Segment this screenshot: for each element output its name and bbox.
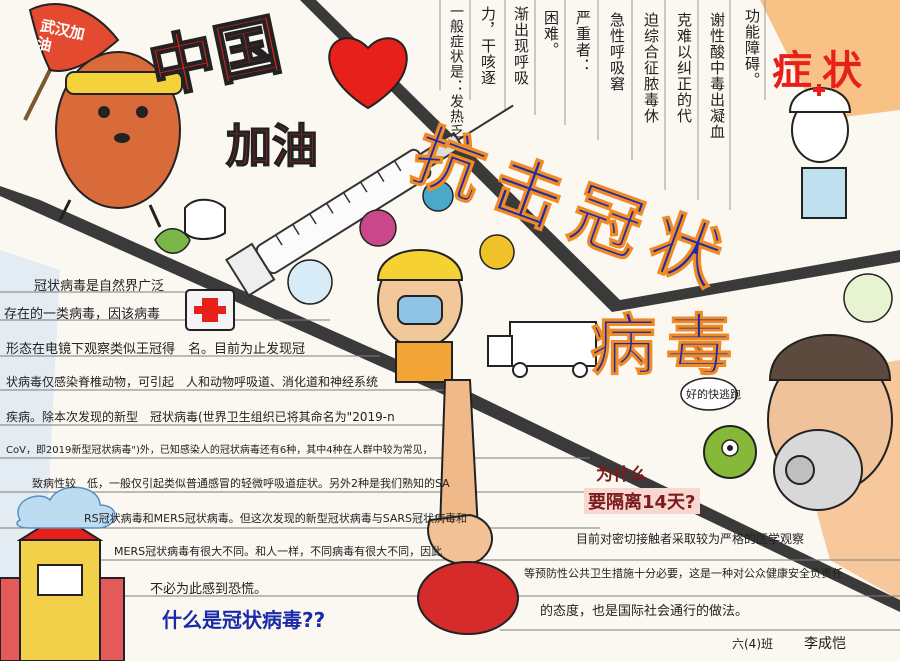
symptom-column: 渐出现呼吸 [512, 6, 530, 86]
paragraph-line: 致病性较 低，一般仅引起类似普通感冒的轻微呼吸道症状。另外2种是我们熟知的SA [32, 477, 450, 490]
speech-bubble-text: 好的快逃跑 [686, 388, 741, 401]
symptom-column: 急性呼吸窘 [608, 12, 626, 92]
answer-line: 目前对密切接触者采取较为严格的医学观察 [576, 532, 805, 546]
signature-class: 六(4)班 [732, 637, 773, 651]
paragraph-line: 形态在电镜下观察类似王冠得 名。目前为止发现冠 [6, 342, 306, 357]
paragraph-line: RS冠状病毒和MERS冠状病毒。但这次发现的新型冠状病毒与SARS冠状病毒和 [84, 512, 468, 525]
slogan-jiayou: 加油 [225, 118, 319, 174]
symptom-column: 困难。 [542, 10, 560, 58]
symptom-column: 严重者： [574, 10, 592, 74]
symptom-column: 一般症状是：发热乏 [448, 4, 464, 139]
main-title-line2: 病毒 [590, 306, 742, 385]
symptom-column: 谢性酸中毒出凝血 [708, 12, 726, 140]
paragraph-line: CoV，即2019新型冠状病毒")外，已知感染人的冠状病毒还有6种，其中4种在人… [6, 445, 433, 456]
paragraph-line: 不必为此感到恐慌。 [150, 582, 268, 597]
answer-line: 的态度，也是国际社会通行的做法。 [540, 604, 749, 619]
symptom-column: 功能障碍。 [743, 8, 761, 88]
question-why-line2: 要隔离14天? [584, 488, 700, 514]
answer-line: 等预防性公共卫生措施十分必要，这是一种对公众健康安全负责任 [524, 567, 843, 580]
paragraph-line: 冠状病毒是自然界广泛 [34, 279, 165, 294]
symptom-column: 克难以纠正的代 [675, 12, 693, 124]
paragraph-line: 存在的一类病毒，因该病毒 [4, 307, 161, 322]
symptom-column: 迫综合征脓毒休 [642, 12, 660, 124]
paragraph-line: MERS冠状病毒有很大不同。和人一样，不同病毒有很大不同，因此 [114, 545, 443, 558]
paragraph-line: 状病毒仅感染脊椎动物，可引起 人和动物呼吸道、消化道和神经系统 [6, 375, 379, 389]
signature-name: 李成恺 [804, 636, 846, 652]
symptom-column: 力，干咳逐 [479, 6, 497, 86]
paragraph-line: 疾病。除本次发现的新型 冠状病毒(世界卫生组织已将其命名为"2019-n [6, 410, 395, 424]
symptoms-heading: 症状 [772, 47, 872, 94]
question-why-line1: 为什么 [596, 465, 647, 485]
question-footer: 什么是冠状病毒?? [162, 608, 326, 632]
